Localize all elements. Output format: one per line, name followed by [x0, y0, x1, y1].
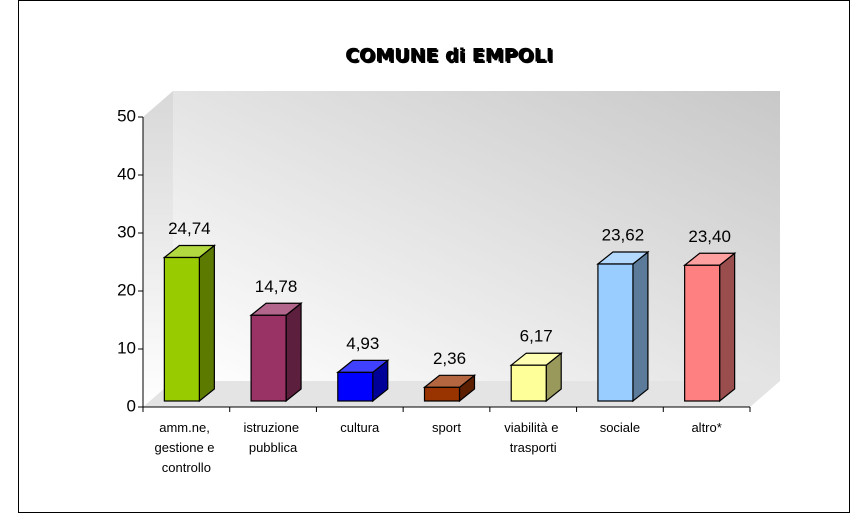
x-tick-label: amm.ne, gestione e controllo — [155, 420, 219, 475]
x-tick-label: sport — [432, 420, 461, 435]
bar-side — [719, 252, 736, 403]
x-tick-line: viabilità e — [504, 420, 562, 435]
bar-front — [597, 263, 634, 402]
chart-title: COMUNE di EMPOLI — [345, 45, 553, 67]
bar-front — [163, 256, 200, 402]
bar-front — [250, 314, 287, 402]
x-tick-line: gestione e — [155, 440, 219, 455]
x-tick-label: altro* — [691, 420, 721, 435]
bar — [596, 250, 650, 403]
bar-front — [684, 264, 721, 402]
value-label: 4,93 — [346, 334, 379, 353]
y-tick-label: 10 — [117, 338, 136, 357]
x-tick-label: sociale — [600, 420, 640, 435]
x-tick-label: viabilità e trasporti — [504, 420, 562, 455]
bar — [162, 244, 217, 403]
x-tick-line: trasporti — [510, 440, 557, 455]
x-tick-line: pubblica — [249, 440, 298, 455]
y-tick-label: 30 — [117, 222, 136, 241]
value-label: 14,78 — [255, 277, 298, 296]
bar-front — [423, 386, 461, 402]
x-tick-line: sport — [432, 420, 461, 435]
bar-side — [285, 302, 302, 403]
bar-side — [198, 244, 215, 403]
value-label: 2,36 — [433, 349, 466, 368]
y-tick-label: 0 — [127, 396, 136, 415]
bar-front — [337, 371, 374, 402]
x-tick-line: controllo — [162, 460, 211, 475]
bar-side — [632, 250, 649, 403]
y-tick-label: 50 — [117, 106, 136, 125]
x-tick-line: altro* — [691, 420, 721, 435]
value-label: 23,62 — [602, 225, 645, 244]
bar — [682, 252, 737, 403]
x-tick-line: sociale — [600, 420, 640, 435]
x-tick-label: istruzione pubblica — [243, 420, 302, 455]
title-shadow: COMUNE di EMPOLI — [347, 46, 555, 68]
x-tick-line: istruzione — [243, 420, 302, 435]
bar — [249, 302, 303, 403]
bar — [336, 359, 390, 403]
bar-front — [510, 364, 547, 402]
x-tick-line: cultura — [340, 420, 380, 435]
y-tick-label: 20 — [117, 280, 136, 299]
y-tick-label: 40 — [117, 164, 136, 183]
bar — [422, 374, 477, 403]
x-tick-label: cultura — [340, 420, 380, 435]
value-label: 6,17 — [520, 327, 553, 346]
bar — [509, 351, 563, 403]
value-label: 24,74 — [168, 219, 211, 238]
x-tick-line: amm.ne, — [159, 420, 213, 435]
value-label: 23,40 — [688, 227, 731, 246]
